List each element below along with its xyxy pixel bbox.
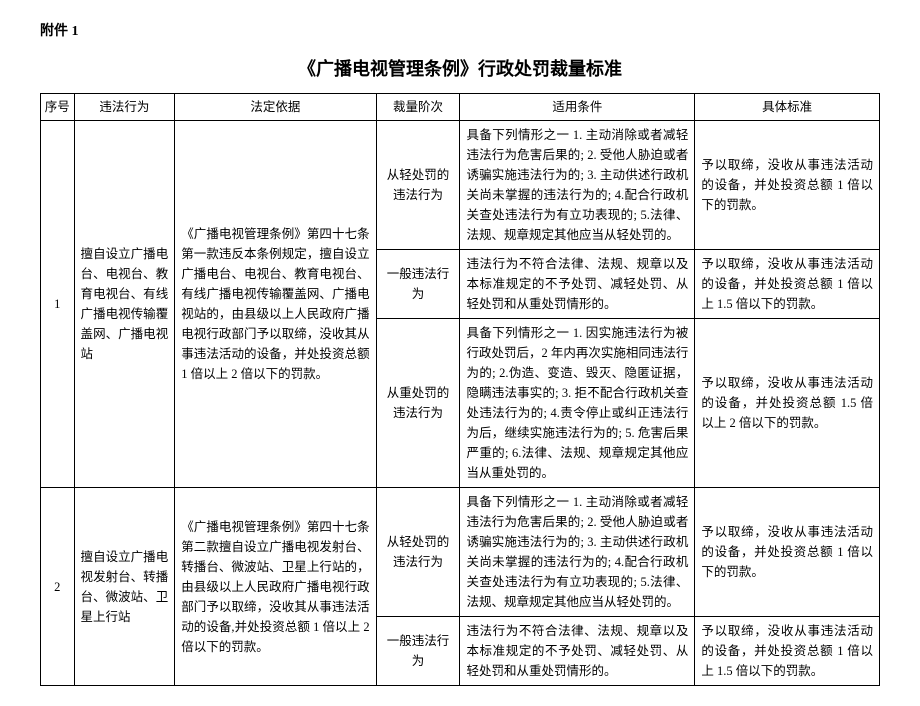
col-header-seq: 序号 xyxy=(41,94,75,121)
table-row: 2 擅自设立广播电视发射台、转播台、微波站、卫星上行站 《广播电视管理条例》第四… xyxy=(41,488,880,617)
cell-act: 擅自设立广播电视发射台、转播台、微波站、卫星上行站 xyxy=(74,488,175,686)
cell-cond: 具备下列情形之一 1. 因实施违法行为被行政处罚后，2 年内再次实施相同违法行为… xyxy=(460,319,695,488)
penalty-table: 序号 违法行为 法定依据 裁量阶次 适用条件 具体标准 1 擅自设立广播电台、电… xyxy=(40,93,880,686)
cell-std: 予以取缔，没收从事违法活动的设备，并处投资总额 1 倍以下的罚款。 xyxy=(695,488,880,617)
cell-level: 从轻处罚的违法行为 xyxy=(376,488,460,617)
cell-std: 予以取缔，没收从事违法活动的设备，并处投资总额 1.5 倍以上 2 倍以下的罚款… xyxy=(695,319,880,488)
cell-cond: 具备下列情形之一 1. 主动消除或者减轻违法行为危害后果的; 2. 受他人胁迫或… xyxy=(460,488,695,617)
document-title: 《广播电视管理条例》行政处罚裁量标准 xyxy=(40,55,880,81)
cell-level: 从重处罚的违法行为 xyxy=(376,319,460,488)
cell-level: 一般违法行为 xyxy=(376,250,460,319)
cell-basis: 《广播电视管理条例》第四十七条第二款擅自设立广播电视发射台、转播台、微波站、卫星… xyxy=(175,488,376,686)
cell-cond: 违法行为不符合法律、法规、规章以及本标准规定的不予处罚、减轻处罚、从轻处罚和从重… xyxy=(460,250,695,319)
cell-seq: 1 xyxy=(41,121,75,488)
cell-cond: 具备下列情形之一 1. 主动消除或者减轻违法行为危害后果的; 2. 受他人胁迫或… xyxy=(460,121,695,250)
cell-basis: 《广播电视管理条例》第四十七条第一款违反本条例规定，擅自设立广播电台、电视台、教… xyxy=(175,121,376,488)
col-header-basis: 法定依据 xyxy=(175,94,376,121)
cell-level: 从轻处罚的违法行为 xyxy=(376,121,460,250)
cell-cond: 违法行为不符合法律、法规、规章以及本标准规定的不予处罚、减轻处罚、从轻处罚和从重… xyxy=(460,617,695,686)
table-header-row: 序号 违法行为 法定依据 裁量阶次 适用条件 具体标准 xyxy=(41,94,880,121)
col-header-act: 违法行为 xyxy=(74,94,175,121)
col-header-std: 具体标准 xyxy=(695,94,880,121)
col-header-level: 裁量阶次 xyxy=(376,94,460,121)
table-row: 1 擅自设立广播电台、电视台、教育电视台、有线广播电视传输覆盖网、广播电视站 《… xyxy=(41,121,880,250)
col-header-cond: 适用条件 xyxy=(460,94,695,121)
cell-std: 予以取缔，没收从事违法活动的设备，并处投资总额 1 倍以下的罚款。 xyxy=(695,121,880,250)
attachment-label: 附件 1 xyxy=(40,20,880,40)
cell-level: 一般违法行为 xyxy=(376,617,460,686)
cell-seq: 2 xyxy=(41,488,75,686)
cell-std: 予以取缔，没收从事违法活动的设备，并处投资总额 1 倍以上 1.5 倍以下的罚款… xyxy=(695,250,880,319)
cell-std: 予以取缔，没收从事违法活动的设备，并处投资总额 1 倍以上 1.5 倍以下的罚款… xyxy=(695,617,880,686)
cell-act: 擅自设立广播电台、电视台、教育电视台、有线广播电视传输覆盖网、广播电视站 xyxy=(74,121,175,488)
